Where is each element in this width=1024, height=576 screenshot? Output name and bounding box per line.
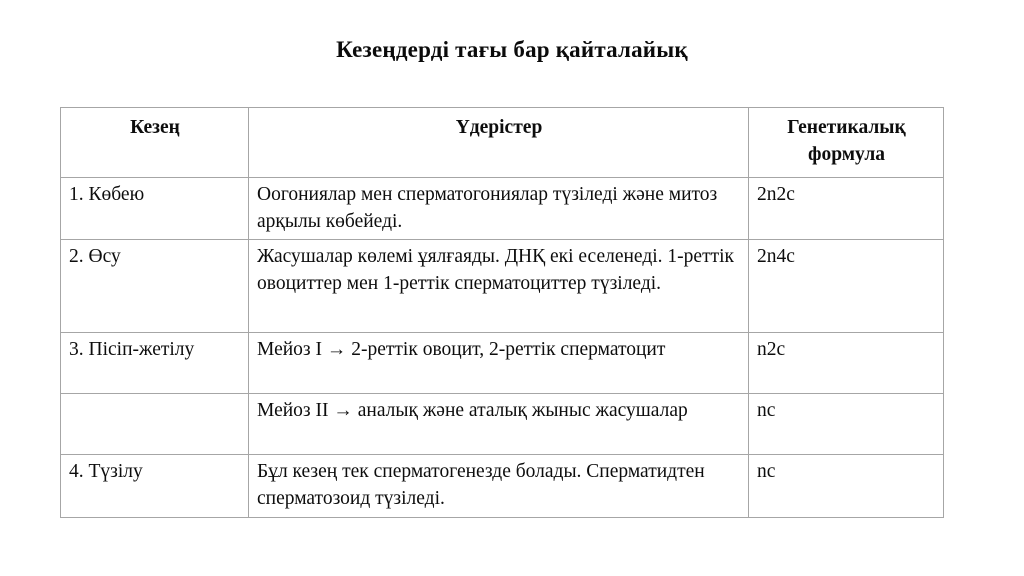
cell-phase: 1. Көбею <box>60 176 249 241</box>
column-header-phase: Кезең <box>60 107 249 178</box>
cell-formula: 2n2c <box>748 176 944 241</box>
phase-table-container: Кезең Үдерістер Генетикалық формула 1. К… <box>60 107 944 519</box>
cell-formula: nc <box>748 393 944 456</box>
cell-processes: Жасушалар көлемі ұялғаяды. ДНҚ екі еселе… <box>248 239 749 334</box>
table-row: Мейоз II → аналық және аталық жыныс жасу… <box>60 393 944 456</box>
cell-processes: Мейоз II → аналық және аталық жыныс жасу… <box>248 393 749 456</box>
column-header-processes: Үдерістер <box>248 107 749 178</box>
cell-formula: n2c <box>748 332 944 395</box>
table-header: Кезең Үдерістер Генетикалық формула <box>60 107 944 178</box>
cell-formula: nc <box>748 454 944 519</box>
cell-phase <box>60 393 249 456</box>
table-row: 3. Пісіп-жетілу Мейоз I → 2-реттік овоци… <box>60 332 944 395</box>
table-row: 4. Түзілу Бұл кезең тек сперматогенезде … <box>60 454 944 519</box>
cell-phase: 2. Өсу <box>60 239 249 334</box>
cell-processes: Оогониялар мен сперматогониялар түзіледі… <box>248 176 749 241</box>
cell-phase: 4. Түзілу <box>60 454 249 519</box>
table-header-row: Кезең Үдерістер Генетикалық формула <box>60 107 944 178</box>
cell-formula: 2n4c <box>748 239 944 334</box>
table-body: 1. Көбею Оогониялар мен сперматогониялар… <box>60 176 944 519</box>
column-header-formula: Генетикалық формула <box>748 107 944 178</box>
page-title: Кезеңдерді тағы бар қайталайық <box>336 37 688 62</box>
cell-processes: Бұл кезең тек сперматогенезде болады. Сп… <box>248 454 749 519</box>
table-row: 2. Өсу Жасушалар көлемі ұялғаяды. ДНҚ ек… <box>60 239 944 334</box>
phase-table: Кезең Үдерістер Генетикалық формула 1. К… <box>60 107 944 519</box>
cell-processes: Мейоз I → 2-реттік овоцит, 2-реттік спер… <box>248 332 749 395</box>
cell-phase: 3. Пісіп-жетілу <box>60 332 249 395</box>
table-row: 1. Көбею Оогониялар мен сперматогониялар… <box>60 176 944 241</box>
